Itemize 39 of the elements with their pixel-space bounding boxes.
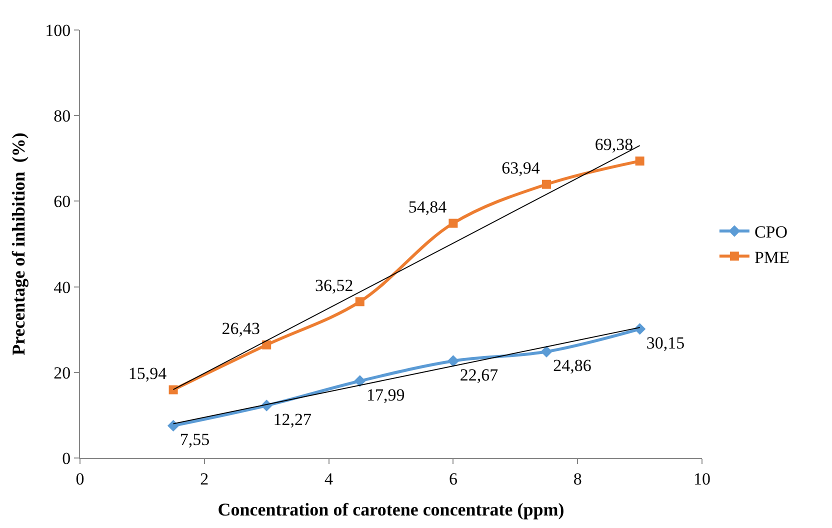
x-tick-label: 10 <box>694 469 710 488</box>
point <box>540 346 552 358</box>
y-tick-label: 40 <box>54 278 71 297</box>
y-tick-label: 20 <box>54 363 71 382</box>
data-label: 30,15 <box>646 333 685 352</box>
data-label: 15,94 <box>128 364 168 383</box>
x-tick-label: 0 <box>76 469 84 488</box>
x-tick-label: 2 <box>200 469 209 488</box>
point <box>634 323 646 335</box>
legend-label: PME <box>754 248 790 267</box>
point <box>168 385 178 394</box>
data-label: 7,55 <box>180 430 210 450</box>
point <box>542 180 551 189</box>
point <box>447 355 460 367</box>
data-label: 17,99 <box>366 385 405 404</box>
y-tick-label: 60 <box>54 192 71 212</box>
data-label: 12,27 <box>273 410 312 429</box>
point <box>167 420 180 432</box>
y-tick-label: 80 <box>54 106 71 126</box>
x-tick-label: 4 <box>324 469 334 488</box>
y-tick-label: 0 <box>62 448 71 468</box>
x-axis-title: Concentration of carotene concentrate (ppm) <box>218 500 564 520</box>
data-label: 26,43 <box>222 319 260 338</box>
y-tick-label: 100 <box>45 20 71 40</box>
data-label: 24,86 <box>553 356 592 375</box>
point <box>635 156 644 166</box>
data-label: 36,52 <box>315 276 354 295</box>
point <box>448 218 458 228</box>
data-label: 54,84 <box>408 197 448 216</box>
point <box>355 297 364 306</box>
data-label: 63,94 <box>502 158 540 178</box>
legend-label: CPO <box>754 222 788 242</box>
y-axis-title: Precentage of inhibition (%) <box>8 132 28 356</box>
x-tick-label: 8 <box>573 469 582 488</box>
data-label: 69,38 <box>594 135 634 154</box>
x-tick-label: 6 <box>448 469 458 488</box>
point <box>354 375 366 387</box>
point <box>262 340 272 350</box>
data-label: 22,67 <box>460 365 499 384</box>
